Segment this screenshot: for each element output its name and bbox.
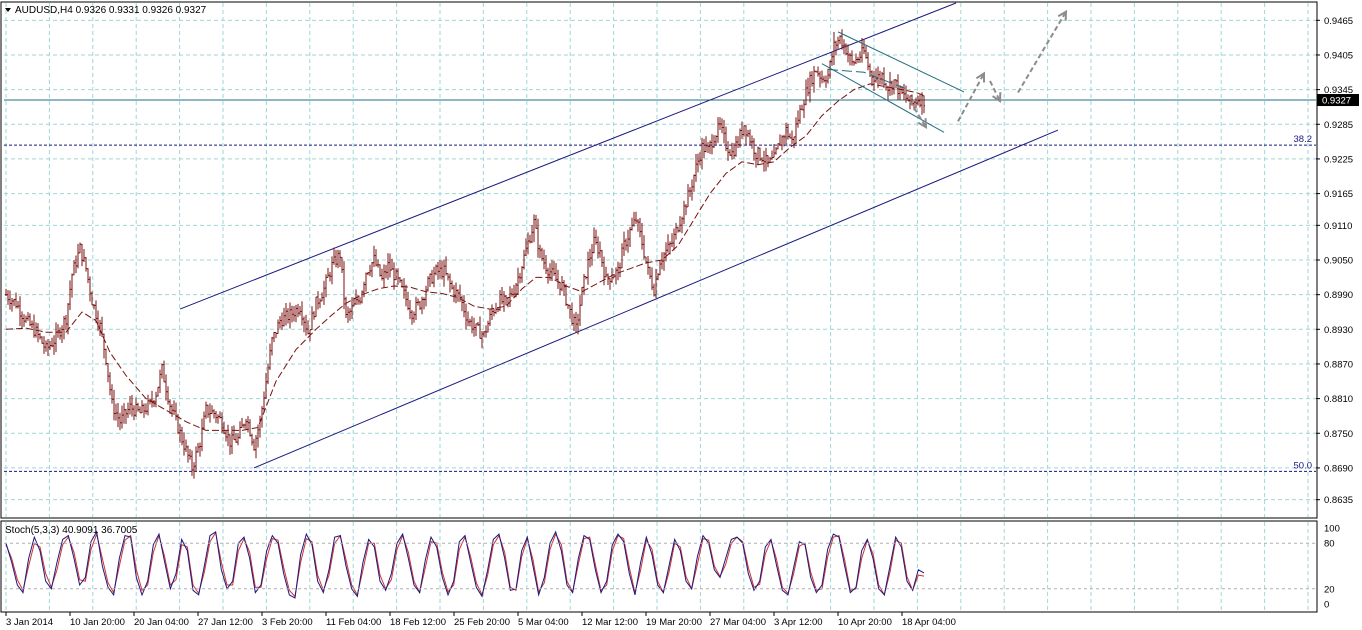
stoch-axis-label: 100 [1324,524,1340,535]
stochastic-lines [4,530,1316,599]
stoch-main-line [5,530,925,599]
forecast-arrow-head [917,118,928,129]
time-axis-label: 10 Jan 20:00 [70,617,125,628]
forecast-arrow-head [992,92,1002,104]
price-axis-label: 0.9285 [1324,120,1353,131]
stoch-panel-frame [0,520,1318,613]
price-axis-label: 0.8750 [1324,429,1353,440]
flag-pattern [821,31,965,133]
stoch-axis-label: 20 [1324,584,1335,595]
time-axis-label: 18 Apr 04:00 [902,617,956,628]
trend-channel [179,2,1059,469]
fib-level-label: 38.2 [1294,134,1313,145]
price-axis-label: 0.9345 [1324,85,1353,96]
time-axis-label: 20 Jan 04:00 [134,617,189,628]
stoch-title: Stoch(5,3,3) 40.9091 36.7005 [5,525,138,536]
price-axis-label: 0.9110 [1324,221,1352,232]
forecast-arrows [909,9,1068,129]
grid-lines [4,3,1316,611]
price-axis-label: 0.8870 [1324,359,1353,370]
stoch-axis-label: 80 [1324,539,1335,550]
flag-lower-line [821,63,945,133]
price-axis-label: 0.9465 [1324,16,1353,27]
moving-average [5,83,925,431]
time-axis-label: 25 Feb 20:00 [454,617,510,628]
time-axis-label: 3 Jan 2014 [6,617,53,628]
price-axis-label: 0.9050 [1324,256,1353,267]
time-axis-label: 27 Jan 12:00 [198,617,253,628]
time-axis-label: 12 Mar 12:00 [582,617,638,628]
price-axis-label: 0.8990 [1324,290,1353,301]
price-axis-label: 0.8635 [1324,495,1353,506]
price-axis-label: 0.9405 [1324,50,1353,61]
time-axis-label: 10 Apr 20:00 [838,617,892,628]
stoch-axis-label: 0 [1324,600,1329,611]
price-bars [5,29,925,479]
fib-levels: 38.2 50.0 [4,99,1316,472]
price-axis-label: 0.8810 [1324,394,1353,405]
last-price-badge-text: 0.9327 [1322,96,1351,107]
last-price-badge-bg [1317,94,1359,107]
forecast-arrow-shaft [957,72,985,122]
flag-upper-line [837,31,965,93]
channel-lower-line [253,129,1059,469]
time-axis-label: 5 Mar 04:00 [518,617,569,628]
fib-level-label: 50.0 [1294,460,1313,471]
forecast-arrow-head [975,71,986,83]
moving-average-line [5,83,925,431]
symbol-title: AUDUSD,H4 0.9326 0.9331 0.9326 0.9327 [15,5,207,16]
flag-mid-line [827,68,909,91]
price-axis-label: 0.9165 [1324,189,1353,200]
channel-upper-line [179,2,957,310]
forecast-arrow-head [1057,9,1068,21]
price-axis-label: 0.9225 [1324,154,1353,165]
price-axis: 0.9465 0.9405 0.9345 0.9285 0.9225 0.9165 0.91… [1316,16,1353,506]
stoch-axis: 100 80 20 0 [1324,524,1340,611]
price-axis-label: 0.8930 [1324,325,1353,336]
time-axis: 3 Jan 2014 10 Jan 20:00 20 Jan 04:00 27 Jan… [5,612,956,628]
time-axis-label: 3 Feb 20:00 [262,617,313,628]
price-axis-label: 0.8690 [1324,463,1353,474]
time-axis-label: 3 Apr 12:00 [774,617,823,628]
time-axis-label: 19 Mar 20:00 [646,617,702,628]
time-axis-label: 18 Feb 12:00 [390,617,446,628]
time-axis-label: 11 Feb 04:00 [326,617,381,628]
forecast-arrow-shaft [909,100,927,128]
forecast-arrow-shaft [989,80,1001,102]
time-axis-label: 27 Mar 04:00 [710,617,766,628]
triangle-down-icon[interactable] [5,8,11,12]
last-price-badge: 0.9327 [1317,94,1359,107]
